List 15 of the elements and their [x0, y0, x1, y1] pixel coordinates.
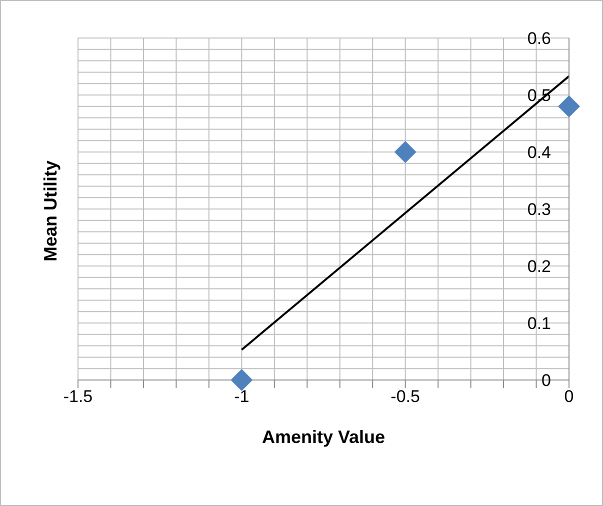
y-tick-label: 0.4 — [527, 143, 551, 162]
point — [558, 95, 580, 118]
point — [230, 369, 253, 391]
y-axis-title: Mean Utility — [40, 160, 62, 262]
x-tick-label: -1 — [234, 387, 250, 406]
x-tick-label: -1.5 — [63, 387, 93, 406]
point — [394, 141, 416, 163]
x-axis-title: Amenity Value — [262, 427, 386, 447]
y-tick-label: 0.3 — [527, 200, 551, 220]
y-tick-label: 0.2 — [527, 257, 551, 276]
y-tick-label: 0 — [542, 371, 551, 390]
y-tick-label: 0.6 — [527, 29, 551, 48]
x-tick-label: -0.5 — [390, 387, 420, 406]
x-tick-label: 0 — [564, 387, 574, 406]
y-tick-label: 0.1 — [527, 314, 551, 334]
